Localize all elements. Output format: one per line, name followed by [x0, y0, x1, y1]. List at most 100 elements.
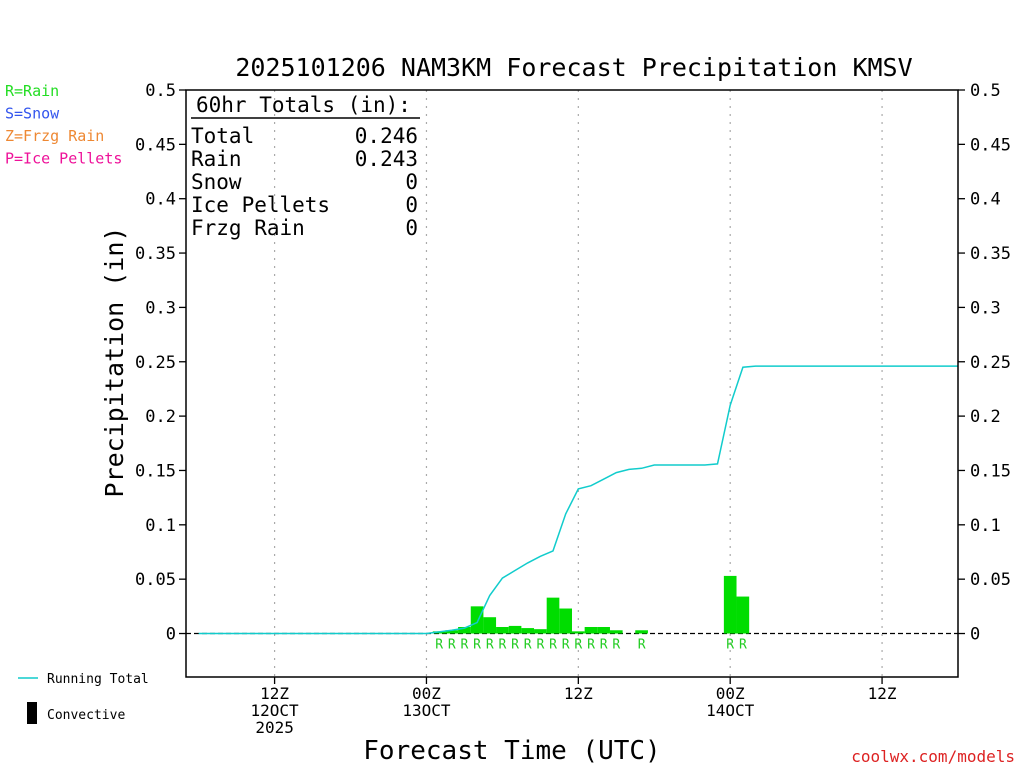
- x-tick-label: 12Z: [564, 684, 593, 703]
- totals-row-value: 0: [405, 216, 418, 240]
- chart-title: 2025101206 NAM3KM Forecast Precipitation…: [235, 53, 912, 82]
- precip-type-label: R: [638, 638, 646, 653]
- precip-bar: [445, 630, 459, 634]
- precip-bar: [458, 626, 471, 634]
- precip-type-label: R: [726, 638, 734, 653]
- legend-label: Convective: [47, 708, 125, 723]
- totals-rows: Total 0.246 Rain 0.243 Snow 0 Ice Pellets 0 Frzg…: [191, 124, 418, 240]
- y-tick-label-right: 0.3: [970, 298, 1001, 318]
- totals-row-value: 0.243: [355, 147, 418, 171]
- y-tick-label-left: 0.05: [135, 570, 176, 590]
- totals-row-label: Ice Pellets: [191, 193, 330, 217]
- y-axis-label: Precipitation (in): [100, 227, 129, 498]
- series-legend: Running Total Convective: [18, 672, 149, 724]
- y-axis-left: 0 0.05 0.1 0.15 0.2 0.25 0.3 0.35 0.4 0.45 0.5: [135, 81, 186, 645]
- precip-type-label: R: [473, 638, 481, 653]
- precip-type-label: R: [511, 638, 519, 653]
- running-total-series: [198, 365, 958, 635]
- precip-bar: [521, 628, 535, 634]
- precip-bar: [496, 626, 509, 634]
- precip-bar: [470, 606, 484, 634]
- y-axis-right: 0 0.05 0.1 0.15 0.2 0.25 0.3 0.35 0.4 0.45 0.5: [958, 81, 1011, 645]
- precip-type-label: R: [612, 638, 620, 653]
- precip-bar: [736, 596, 750, 634]
- legend-label: Running Total: [47, 672, 149, 687]
- precip-bar: [635, 630, 648, 634]
- x-tick-label: 00Z: [716, 684, 745, 703]
- precip-type-label: R: [435, 638, 443, 653]
- precip-type-label: R: [574, 638, 582, 653]
- precip-type-label: R: [562, 638, 570, 653]
- precip-bar: [584, 626, 598, 634]
- y-tick-label-right: 0.15: [970, 461, 1011, 481]
- precip-type-legend: R=Rain S=Snow Z=Frzg Rain P=Ice Pellets: [5, 82, 122, 168]
- y-tick-label-right: 0.45: [970, 135, 1011, 155]
- type-legend-item: R=Rain: [5, 82, 59, 100]
- y-tick-label-left: 0.4: [145, 190, 176, 210]
- y-tick-label-right: 0.25: [970, 353, 1011, 373]
- y-tick-label-left: 0.25: [135, 353, 176, 373]
- x-tick-label: 14OCT: [706, 701, 755, 720]
- precip-type-label: R: [549, 638, 557, 653]
- type-legend-item: P=Ice Pellets: [5, 150, 122, 168]
- y-tick-label-right: 0: [970, 625, 980, 645]
- precip-bar: [546, 597, 560, 634]
- precip-type-label: R: [600, 638, 608, 653]
- type-legend-item: S=Snow: [5, 105, 60, 123]
- precip-bar: [723, 575, 737, 634]
- y-tick-label-left: 0.2: [145, 407, 176, 427]
- precip-type-label: R: [524, 638, 532, 653]
- precip-type-label: R: [739, 638, 747, 653]
- type-legend-item: Z=Frzg Rain: [5, 127, 104, 145]
- precip-type-label: R: [587, 638, 595, 653]
- x-tick-label: 12Z: [868, 684, 897, 703]
- precip-bar: [572, 631, 585, 634]
- y-tick-label-right: 0.2: [970, 407, 1001, 427]
- y-tick-label-left: 0.5: [145, 81, 176, 101]
- precip-bars: [432, 575, 750, 634]
- credit-text: coolwx.com/models: [851, 747, 1015, 766]
- precip-bar: [609, 630, 623, 634]
- y-tick-label-left: 0: [166, 625, 176, 645]
- y-tick-label-left: 0.35: [135, 244, 176, 264]
- precip-type-label: R: [461, 638, 469, 653]
- precip-type-label: R: [536, 638, 544, 653]
- y-tick-label-right: 0.4: [970, 190, 1001, 210]
- precip-bar: [483, 617, 497, 634]
- x-tick-label: 12Z: [260, 684, 289, 703]
- x-tick-label: 13OCT: [402, 701, 451, 720]
- totals-row-value: 0.246: [355, 124, 418, 148]
- x-tick-label: 12OCT: [251, 701, 300, 720]
- precip-type-label: R: [486, 638, 494, 653]
- y-tick-label-right: 0.35: [970, 244, 1011, 264]
- precip-bar: [597, 626, 610, 634]
- y-tick-label-left: 0.15: [135, 461, 176, 481]
- y-tick-label-left: 0.45: [135, 135, 176, 155]
- x-tick-label: 2025: [255, 718, 294, 737]
- x-tick-label: 00Z: [412, 684, 441, 703]
- totals-row-value: 0: [405, 170, 418, 194]
- totals-row-label: Rain: [191, 147, 242, 171]
- precip-type-label: R: [498, 638, 506, 653]
- totals-heading: 60hr Totals (in):: [196, 93, 411, 117]
- totals-row-label: Snow: [191, 170, 242, 194]
- totals-row-label: Frzg Rain: [191, 216, 305, 240]
- y-tick-label-right: 0.05: [970, 570, 1011, 590]
- precip-bar: [559, 608, 572, 634]
- precip-bar: [508, 625, 522, 634]
- running-total-line: [198, 365, 958, 635]
- plot-frame: [185, 89, 959, 678]
- totals-row-label: Total: [191, 124, 254, 148]
- totals-row-value: 0: [405, 193, 418, 217]
- y-tick-label-left: 0.1: [145, 516, 176, 536]
- vertical-grid: [186, 90, 958, 677]
- legend-bar-swatch: [27, 702, 37, 724]
- y-tick-label-left: 0.3: [145, 298, 176, 318]
- totals-box: 60hr Totals (in): Total 0.246 Rain 0.243 Sno…: [191, 93, 420, 240]
- x-axis-label: Forecast Time (UTC): [363, 736, 660, 766]
- precip-bar: [534, 629, 547, 634]
